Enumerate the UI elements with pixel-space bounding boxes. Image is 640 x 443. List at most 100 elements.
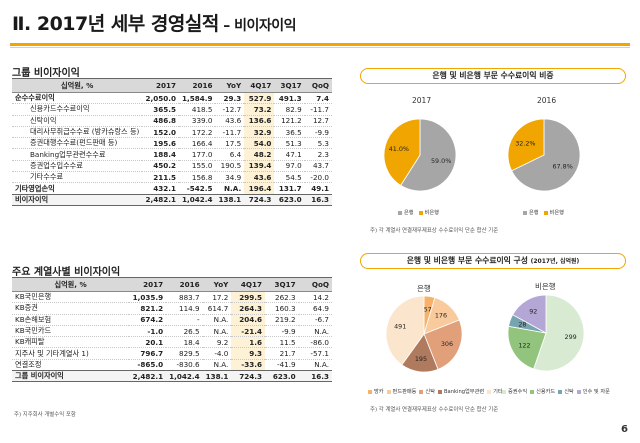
row-value: 211.5 (142, 171, 179, 184)
col-header: 2017 (129, 277, 167, 292)
row-value: 138.1 (215, 193, 245, 206)
row-value: N.A. (298, 359, 332, 372)
row-value: 16.3 (304, 193, 332, 206)
row-value: 17.5 (215, 137, 245, 150)
row-value: 432.1 (142, 182, 179, 195)
row-value: 21.7 (264, 347, 299, 360)
col-header: 2016 (166, 277, 203, 292)
row-value: -542.5 (178, 182, 216, 195)
pie-slice-label: 32.2% (515, 139, 535, 147)
row-value: N.A. (298, 325, 332, 338)
legend-swatch (530, 389, 535, 394)
composition-panel-note: 주) 각 계열사 연결재무제표상 수수료이익 단순 합산 기준 (370, 407, 499, 413)
pie-slice-label: 491 (394, 322, 406, 330)
legend-item: Banking업무관련 (437, 388, 485, 395)
table-row: KB국민은행 1,035.9 883.7 17.2 299.5 262.3 14.2 (12, 291, 332, 304)
legend-item: 펀드판매등 (386, 388, 416, 395)
table-row: 순수수료이익 2,050.0 1,584.9 29.3 527.9 491.3 7.4 (12, 92, 332, 105)
row-value: 155.0 (178, 160, 216, 173)
table-row: 비이자이익 2,482.1 1,042.4 138.1 724.3 623.0 16.3 (12, 193, 332, 206)
row-value: 97.0 (274, 160, 305, 173)
pie-slice (507, 325, 547, 370)
row-value: 204.6 (231, 314, 265, 326)
row-value: 82.9 (274, 103, 305, 116)
col-header: 4Q17 (244, 78, 275, 93)
row-value: 724.3 (231, 370, 265, 383)
group-table-body: 순수수료이익 2,050.0 1,584.9 29.3 527.9 491.3 7.4 신용카… (12, 92, 332, 206)
legend-item: 증권수익 (502, 388, 527, 395)
group-unit-header: 십억원, % (12, 78, 143, 93)
row-value: 172.2 (178, 126, 216, 139)
table-row: 지주사 및 기타계열사 1) 796.7 829.5 -4.0 9.3 21.7 -57.1 (12, 347, 332, 360)
row-value: 156.8 (178, 171, 216, 184)
share-legend-2016: 은행 비은행 (523, 209, 564, 216)
row-value: 486.8 (142, 115, 179, 127)
row-value: 219.2 (264, 314, 299, 326)
legend-swatch (419, 389, 424, 394)
table-row: 연결조정 -865.0 -830.6 N.A. -33.6 -41.9 N.A. (12, 359, 332, 372)
row-value: -41.9 (264, 359, 299, 372)
row-label: 그룹 비이자이익 (12, 370, 130, 383)
legend-item: 기타 (487, 388, 503, 395)
legend-swatch (386, 389, 391, 394)
legend-label: 방카 (374, 389, 384, 395)
affiliates-table-header: 십억원, % 2017 2016 YoY 4Q17 3Q17 QoQ (12, 277, 332, 292)
row-value: 166.4 (178, 137, 216, 150)
legend-item-bank: 은행 (523, 209, 539, 216)
row-value: 262.3 (264, 291, 299, 304)
row-label: 증권대행수수료(펀드판매 등) (12, 137, 143, 150)
row-label: 신탁이익 (12, 115, 143, 127)
share-legend-2017: 은행 비은행 (398, 209, 439, 216)
group-table: 십억원, % 2017 2016 YoY 4Q17 3Q17 QoQ 순수수료이… (12, 78, 332, 206)
row-label: 대리사무취급수수료 (방카슈랑스 등) (12, 126, 143, 139)
col-header: QoQ (298, 277, 332, 292)
legend-label: Banking업무관련 (443, 389, 485, 395)
row-value: 1,035.9 (129, 291, 167, 304)
nonbank-pie-title: 비은행 (535, 282, 556, 291)
row-value: 177.0 (178, 148, 216, 161)
row-label: 기타수수료 (12, 171, 143, 184)
legend-label: 비은행 (424, 210, 439, 216)
pie-slice-label: 41.0% (389, 145, 409, 153)
row-value: 20.1 (129, 336, 167, 349)
row-label: 순수수료이익 (12, 92, 143, 105)
table-row: 기타수수료 211.5 156.8 34.9 43.6 54.5 -20.0 (12, 171, 332, 184)
col-header: YoY (215, 78, 245, 93)
table-row: 그룹 비이자이익 2,482.1 1,042.4 138.1 724.3 623.0 16.… (12, 370, 332, 383)
legend-label: 기타 (493, 389, 503, 395)
pie-slice-label: 299 (565, 333, 577, 341)
pie-slice (507, 118, 545, 172)
pie-slice-label: 195 (415, 355, 427, 363)
row-value: 139.4 (244, 160, 275, 173)
page-title: Ⅱ. 2017년 세부 경영실적 – 비이자이익 (12, 9, 296, 36)
row-label: Banking업무관련수수료 (12, 148, 143, 161)
table-row: 증권대행수수료(펀드판매 등) 195.6 166.4 17.5 54.0 51.3 5.3 (12, 137, 332, 150)
row-value: 48.2 (244, 148, 275, 161)
nonbank-composition-legend: 증권수익 신용카드 신탁 인수 및 자문 (502, 388, 610, 395)
pie-chart-2017: 59.0% 41.0% (383, 118, 457, 192)
row-value: 47.1 (274, 148, 305, 161)
pie-slice-label: 67.8% (552, 163, 572, 171)
legend-label: 은행 (404, 210, 414, 216)
legend-item-bank: 은행 (398, 209, 414, 216)
row-value: 623.0 (264, 370, 299, 383)
pie-year-2017: 2017 (412, 96, 432, 105)
row-value: 2,050.0 (142, 92, 179, 105)
legend-item: 신용카드 (530, 388, 555, 395)
row-value: - (166, 314, 203, 326)
composition-panel-header: 은행 및 비은행 부문 수수료이익 구성 (2017년, 십억원) (360, 253, 626, 269)
row-value: 26.5 (166, 325, 203, 338)
col-header: 2016 (178, 78, 216, 93)
affiliates-unit-header: 십억원, % (12, 277, 130, 292)
row-value: -865.0 (129, 359, 167, 372)
row-value: 51.3 (274, 137, 305, 150)
legend-label: 신용카드 (536, 389, 556, 395)
row-value: 17.2 (202, 291, 232, 304)
row-value: 883.7 (166, 291, 203, 304)
row-value: 450.2 (142, 160, 179, 173)
pie-slice-label: 176 (435, 312, 447, 320)
legend-item: 신탁 (419, 388, 435, 395)
table-row: 대리사무취급수수료 (방카슈랑스 등) 152.0 172.2 -11.7 32.9 36… (12, 126, 332, 139)
col-header: QoQ (304, 78, 332, 93)
